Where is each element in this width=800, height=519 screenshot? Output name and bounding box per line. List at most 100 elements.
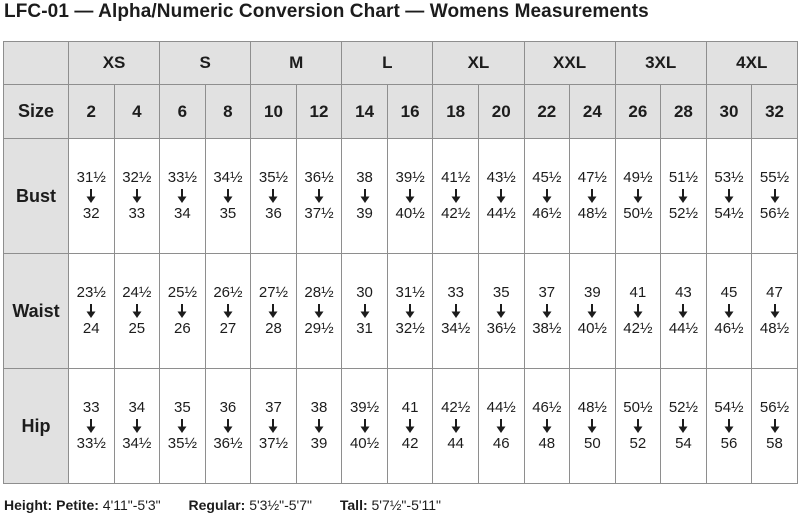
measurement-range-cell: 26½ 27 [204,253,252,369]
range-to-value: 52 [629,435,647,452]
arrow-down-icon [388,419,433,433]
range-to-value: 46½ [532,205,562,222]
measurement-range-cell: 36 36½ [204,368,252,484]
range-from-value: 51½ [668,169,699,187]
range-from-value: 36½ [304,169,334,187]
measurement-range-cell: 56½ 58 [751,368,798,484]
arrow-down-icon [251,419,296,433]
measurement-range-cell: 41 42 [386,368,434,484]
arrow-down-icon [616,419,661,433]
range-to-value: 26 [174,320,191,337]
measurement-range-cell: 50½ 52 [614,368,662,484]
range-from-value: 38 [310,399,328,417]
range-to-value: 33 [128,205,146,222]
range-from-value: 50½ [623,399,653,417]
range-from-value: 31½ [395,284,425,302]
arrow-down-icon [69,304,114,318]
range-to-value: 50 [583,435,601,452]
measurement-range-cell: 41 42½ [614,253,662,369]
arrow-down-icon [479,304,524,318]
arrow-down-icon [69,419,114,433]
arrow-down-icon [160,304,205,318]
tall-height: Tall: 5'7½"-5'11" [340,497,441,513]
numeric-size-header: 32 [751,84,798,139]
range-to-value: 36½ [486,320,516,337]
range-to-value: 44 [447,435,465,452]
measurement-range-cell: 39 40½ [569,253,616,369]
measurement-range-cell: 52½ 54 [660,368,707,484]
alpha-size-header: 3XL [614,41,707,85]
arrow-down-icon [297,304,342,318]
numeric-size-header: 8 [204,84,252,139]
range-to-value: 48 [538,435,556,452]
alpha-size-header: M [250,41,343,85]
range-from-value: 55½ [759,169,790,187]
range-from-value: 54½ [714,399,744,417]
measurement-range-cell: 28½ 29½ [295,253,343,369]
range-from-value: 35 [174,399,191,417]
range-to-value: 50½ [623,205,653,222]
arrow-down-icon [479,189,524,203]
range-from-value: 39 [583,284,601,302]
arrow-down-icon [752,304,797,318]
arrow-down-icon [570,419,615,433]
range-to-value: 52½ [668,205,699,222]
arrow-down-icon [616,304,661,318]
range-from-value: 52½ [668,399,699,417]
arrow-down-icon [297,189,342,203]
arrow-down-icon [69,189,114,203]
measurement-range-cell: 24½ 25 [113,253,161,369]
measurement-range-cell: 54½ 56 [705,368,753,484]
arrow-down-icon [342,189,387,203]
range-from-value: 46½ [532,399,562,417]
range-to-value: 44½ [668,320,699,337]
arrow-down-icon [206,419,251,433]
range-from-value: 45 [720,284,738,302]
measurement-range-cell: 51½ 52½ [660,138,707,254]
range-to-value: 39 [310,435,328,452]
measurement-range-cell: 23½ 24 [68,253,115,369]
range-from-value: 49½ [623,169,653,187]
regular-label: Regular: [188,497,246,513]
measurement-range-cell: 49½ 50½ [614,138,662,254]
measurement-range-cell: 41½ 42½ [432,138,479,254]
range-to-value: 36 [265,205,282,222]
numeric-size-header: 24 [569,84,616,139]
range-from-value: 28½ [304,284,334,302]
range-from-value: 26½ [213,284,243,302]
range-to-value: 33½ [76,435,106,452]
arrow-down-icon [616,189,661,203]
measurement-range-cell: 32½ 33 [113,138,161,254]
size-label: Size [3,84,69,139]
arrow-down-icon [251,189,296,203]
range-to-value: 44½ [486,205,516,222]
range-from-value: 42½ [441,399,471,417]
arrow-down-icon [297,419,342,433]
range-to-value: 40½ [395,205,425,222]
range-to-value: 28 [265,320,282,337]
measurement-range-cell: 35 36½ [477,253,525,369]
range-to-value: 42½ [623,320,653,337]
arrow-down-icon [251,304,296,318]
range-from-value: 39½ [349,399,380,417]
numeric-size-header: 12 [295,84,343,139]
measurement-range-cell: 53½ 54½ [705,138,753,254]
arrow-down-icon [342,419,387,433]
measurement-range-cell: 46½ 48 [523,368,571,484]
range-to-value: 36½ [213,435,243,452]
measurement-range-cell: 38 39 [295,368,343,484]
arrow-down-icon [433,189,478,203]
measurement-range-cell: 33 34½ [432,253,479,369]
measurement-range-cell: 43½ 44½ [477,138,525,254]
measurement-row: Hip 33 33½ 34 34½ 35 35½ 36 36½ 37 37½ 38 39 39½ 40½ 41… [3,368,798,484]
measurement-row: Waist 23½ 24 24½ 25 25½ 26 26½ 27 27½ 28 28½ 29½ 30 31… [3,253,798,369]
range-from-value: 34 [128,399,146,417]
arrow-down-icon [433,419,478,433]
numeric-size-header: 18 [432,84,479,139]
arrow-down-icon [388,189,433,203]
range-from-value: 48½ [577,399,607,417]
range-from-value: 25½ [167,284,197,302]
measurement-range-cell: 35½ 36 [250,138,297,254]
regular-value: 5'3½"-5'7" [249,497,312,513]
height-footer: Height: Petite: 4'11"-5'3" Regular: 5'3½… [4,497,465,513]
